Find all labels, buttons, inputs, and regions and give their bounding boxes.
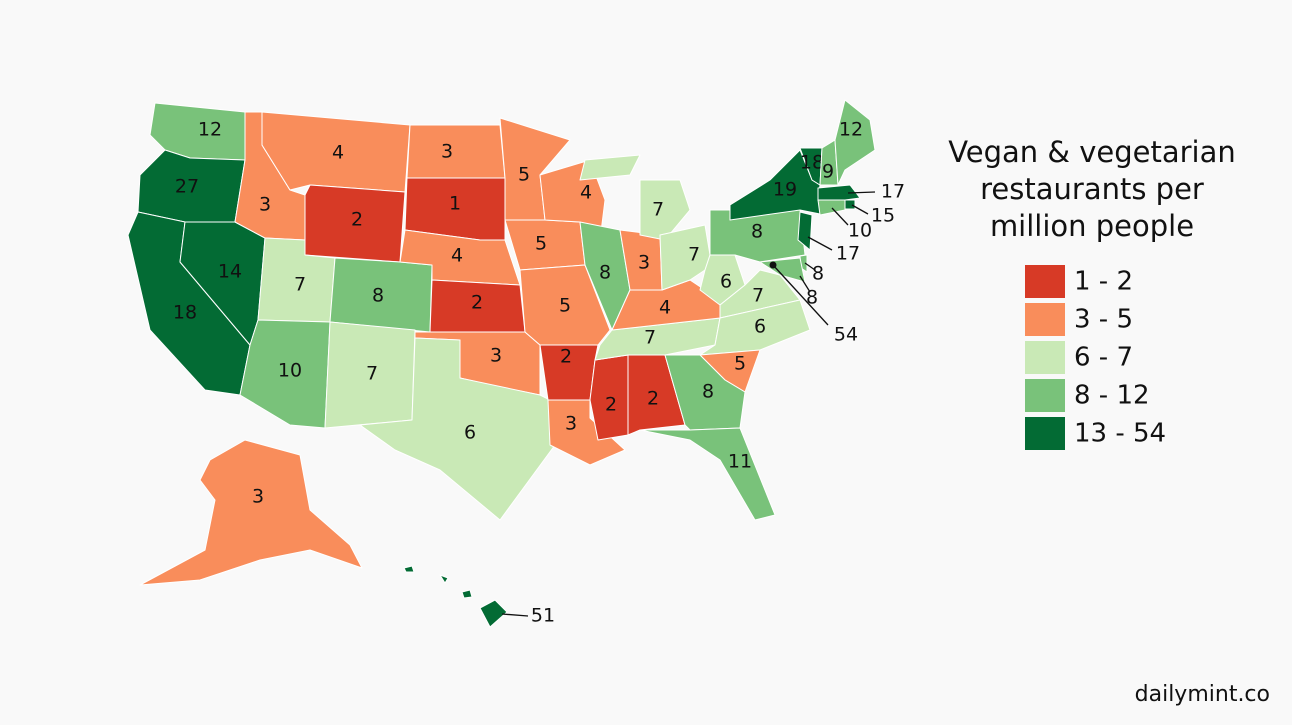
value-label: 3 [441,141,453,163]
value-label: 2 [471,292,483,314]
value-label: 51 [531,605,555,627]
state [817,199,846,216]
state [439,574,449,584]
state [579,154,641,181]
value-label: 12 [839,119,863,141]
state [639,427,776,521]
state [664,354,746,431]
value-label: 3 [252,486,264,508]
value-label: 6 [754,316,766,338]
leader-line [804,262,816,271]
leader-line [772,264,829,326]
state [359,337,556,521]
value-label: 4 [332,142,344,164]
value-label: 7 [294,274,306,296]
state [817,184,861,201]
legend-swatch [1025,379,1065,412]
state [479,599,508,628]
value-label: 7 [366,363,378,385]
value-label: 19 [773,179,797,201]
value-label: 12 [198,119,222,141]
value-label: 3 [490,345,502,367]
value-label: 18 [800,152,824,174]
value-label: 14 [218,261,242,283]
value-label: 7 [688,244,700,266]
value-label: 8 [806,287,818,309]
value-label: 5 [518,164,530,186]
leader-line [851,204,869,215]
value-label: 2 [560,346,572,368]
state [406,124,506,179]
value-label: 5 [535,233,547,255]
state [461,589,473,599]
value-label: 4 [580,182,592,204]
value-label: 2 [647,388,659,410]
value-label: 3 [638,252,650,274]
value-label: 5 [734,353,746,375]
value-label: 8 [599,262,611,284]
value-label: 4 [659,297,671,319]
value-label: 8 [812,263,824,285]
legend-swatch [1025,417,1065,450]
value-label: 8 [702,381,714,403]
value-label: 8 [751,221,763,243]
legend-swatch [1025,303,1065,336]
state [139,439,363,586]
value-label: 18 [173,302,197,324]
legend-swatch [1025,265,1065,298]
value-label: 54 [834,324,858,346]
value-label: 4 [451,245,463,267]
legend-label: 13 - 54 [1074,419,1166,449]
value-label: 2 [351,209,363,231]
legend-title: Vegan & vegetarian restaurants per milli… [948,135,1236,243]
value-label: 9 [822,161,834,183]
value-label: 2 [605,394,617,416]
value-label: 7 [652,199,664,221]
state [403,565,415,573]
value-label: 10 [278,360,302,382]
value-label: 15 [871,205,895,227]
legend-label: 3 - 5 [1074,305,1133,335]
legend-label: 6 - 7 [1074,343,1133,373]
legend-swatch [1025,341,1065,374]
value-label: 7 [752,285,764,307]
value-label: 6 [720,271,732,293]
leader-line [807,236,833,251]
state [834,99,876,186]
value-label: 1 [449,193,461,215]
value-label: 11 [728,451,752,473]
value-label: 27 [175,176,199,198]
leader-line [847,191,876,194]
value-label: 7 [644,327,656,349]
value-label: 3 [259,194,271,216]
value-label: 3 [565,413,577,435]
value-label: 5 [559,295,571,317]
state [639,179,691,241]
legend-label: 8 - 12 [1074,381,1150,411]
state [844,199,856,210]
source: dailymint.co [1134,682,1270,707]
state [304,184,406,263]
leader-line [501,613,529,617]
value-label: 10 [848,220,872,242]
leader-line [799,275,811,293]
value-label: 6 [464,422,476,444]
value-label: 17 [836,243,860,265]
state [797,211,813,251]
value-label: 17 [881,181,905,203]
legend-label: 1 - 2 [1074,267,1133,297]
leader-line [831,207,849,226]
value-label: 8 [372,285,384,307]
